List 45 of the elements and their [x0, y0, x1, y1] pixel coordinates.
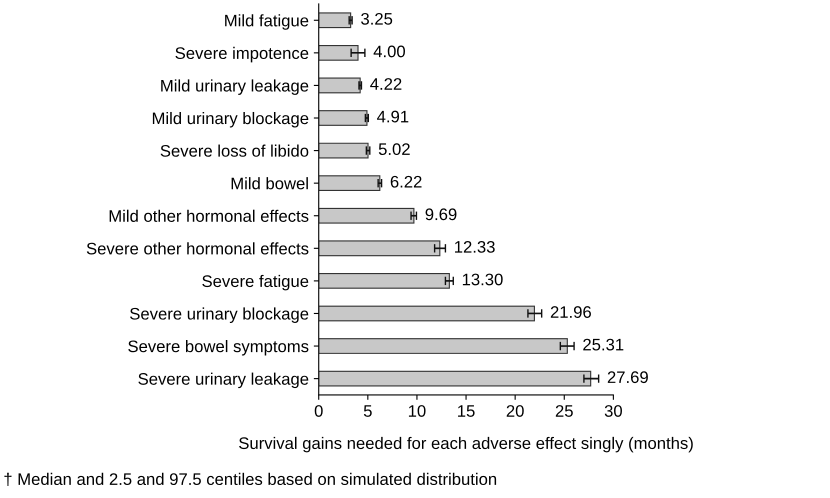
x-axis-title: Survival gains needed for each adverse effect singly (months) [239, 436, 693, 452]
x-tick-label: 0 [314, 405, 323, 417]
y-tick-label: Mild bowel [232, 177, 308, 190]
data-label: 4.91 [377, 110, 408, 122]
data-label: 4.22 [370, 78, 402, 90]
x-tick-label: 10 [408, 405, 426, 417]
y-tick-label: Severe loss of libido [160, 144, 308, 157]
data-label: 9.69 [426, 208, 456, 220]
x-tick-label: 30 [604, 405, 622, 417]
bar [318, 110, 368, 126]
data-label: 6.22 [390, 176, 422, 188]
bar [318, 44, 359, 61]
x-tick-label: 5 [364, 405, 372, 417]
data-label: 25.31 [583, 338, 624, 351]
data-label: 12.33 [455, 240, 495, 253]
bar [318, 175, 380, 192]
bar [318, 273, 450, 289]
y-tick-label: Mild fatigue [225, 14, 308, 30]
y-tick-label: Severe impotence [175, 46, 308, 62]
y-tick-label: Mild urinary blockage [152, 112, 308, 128]
text: † Median and 2.5 and 97.5 centiles based on simulated distribution [4, 472, 496, 486]
bar [318, 208, 414, 224]
y-tick-label: Mild urinary leakage [161, 79, 308, 95]
data-label: 21.96 [550, 306, 591, 318]
data-label: 27.69 [608, 371, 648, 384]
bar [318, 78, 361, 94]
y-tick-label: Severe other hormonal effects [86, 242, 308, 255]
x-tick-label: 25 [556, 405, 573, 417]
bar [318, 306, 535, 322]
y-tick-label: Severe urinary leakage [138, 372, 308, 388]
x-tick-label: 15 [458, 405, 475, 417]
data-label: 5.02 [378, 143, 410, 156]
x-tick-label: 20 [506, 405, 524, 417]
data-label: 3.25 [361, 12, 392, 25]
bar [318, 338, 568, 354]
bar [318, 12, 352, 28]
bar [318, 370, 592, 387]
y-tick-label: Severe fatigue [202, 274, 308, 290]
data-label: 13.30 [462, 274, 503, 286]
y-tick-label: Mild other hormonal effects [110, 210, 308, 222]
y-tick-label: Severe urinary blockage [130, 307, 308, 323]
bar [318, 142, 369, 158]
bar [318, 240, 440, 256]
y-tick-label: Severe bowel symptoms [128, 340, 308, 356]
data-label: 4.00 [374, 46, 405, 58]
